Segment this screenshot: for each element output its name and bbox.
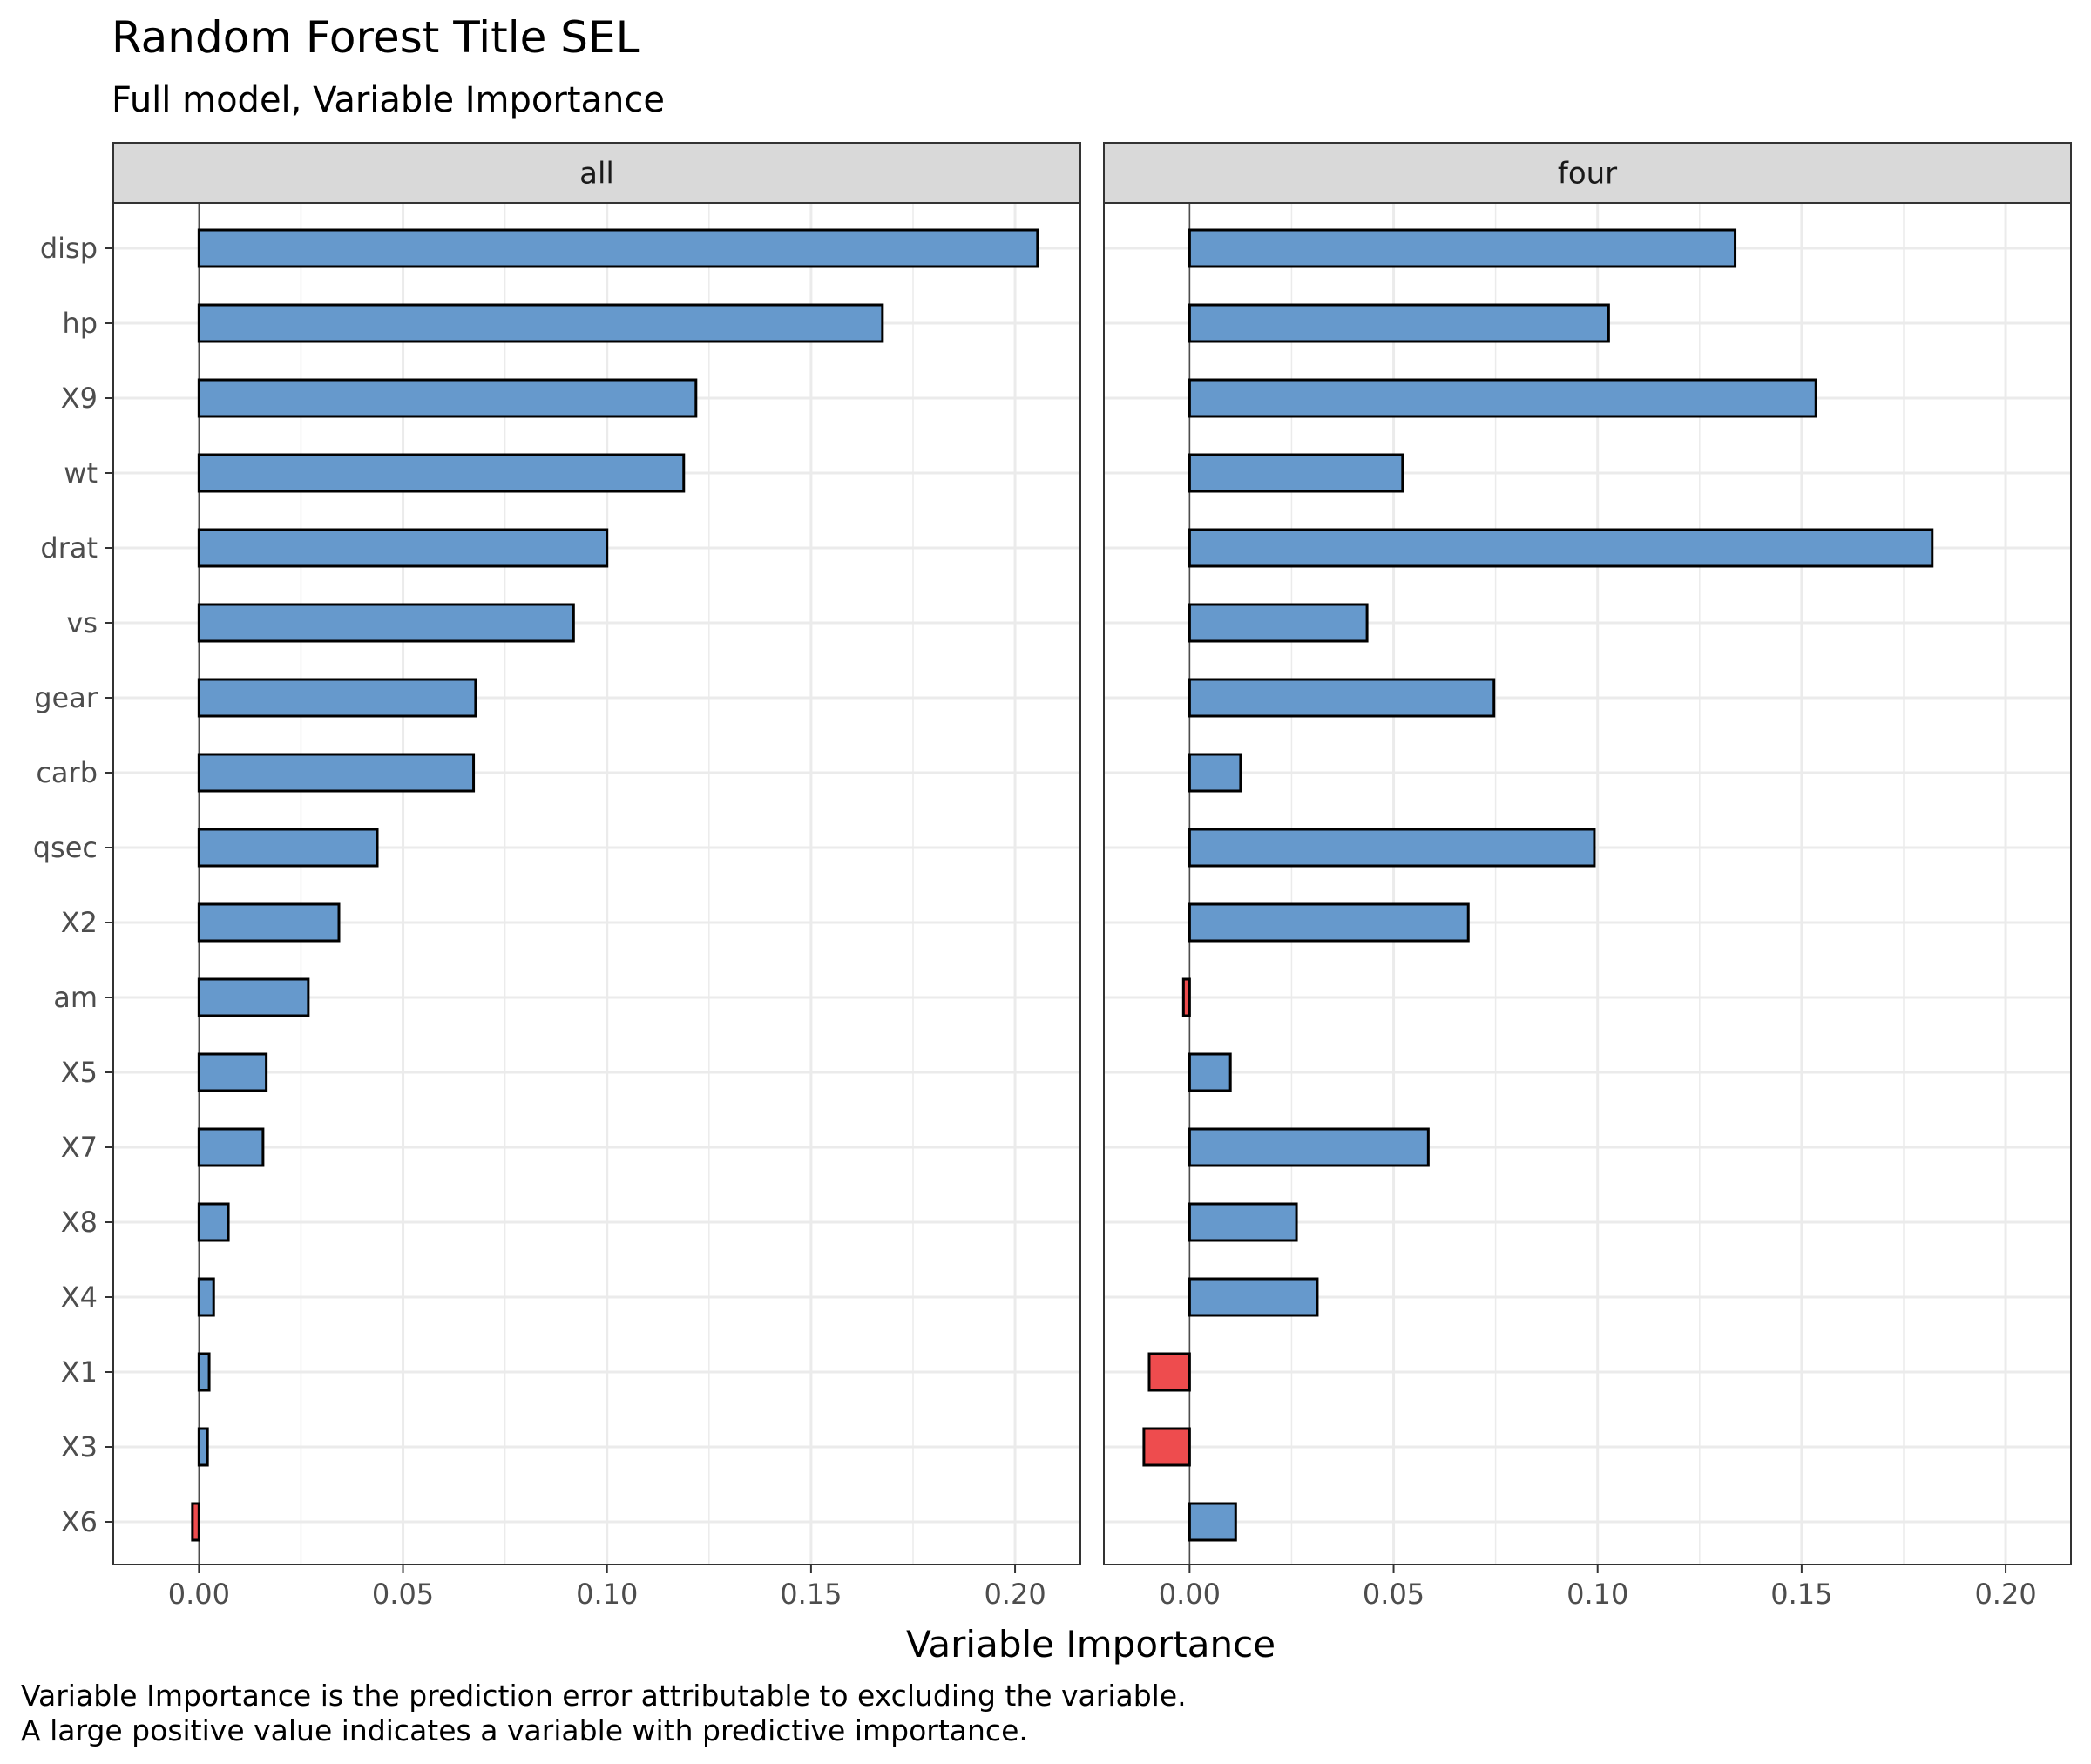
panel-background [113,203,1080,1565]
bar-all-x1 [197,1352,211,1392]
x-tick-label: 0.00 [1159,1578,1221,1611]
bar-four-x9 [1188,378,1817,418]
bar-four-drat [1188,528,1934,568]
y-tick-label-x8: X8 [61,1206,98,1239]
bar-all-qsec [197,828,379,868]
y-tick-label-x3: X3 [61,1430,98,1463]
bar-four-qsec [1188,828,1596,868]
bar-all-x4 [197,1277,215,1317]
chart-subtitle: Full model, Variable Importance [112,80,665,120]
bar-four-x3 [1142,1427,1191,1467]
x-tick-label: 0.15 [1770,1578,1832,1611]
y-tick-label-am: am [53,981,98,1014]
bar-four-x4 [1188,1277,1319,1317]
bar-all-carb [197,753,476,793]
bar-all-wt [197,453,686,493]
caption-line-2: A large positive value indicates a varia… [21,1713,1028,1747]
bar-four-x5 [1188,1052,1232,1092]
bar-all-x5 [197,1052,268,1092]
facet-strip [112,142,1081,204]
facet-panel-four: four 0.00 0.05 0.10 0.15 0.20 [1103,142,2072,1611]
x-tick-label: 0.20 [984,1578,1046,1611]
panels-layer: all 0.00 0.05 0.10 0.15 0.20 four 0.00 0.05 0.10 0… [112,142,2072,1611]
y-tick-label-disp: disp [40,232,98,265]
bar-all-gear [197,678,477,718]
bar-four-disp [1188,228,1737,268]
bar-four-x1 [1147,1352,1191,1392]
y-tick-label-x4: X4 [61,1281,98,1314]
x-tick-label: 0.05 [1363,1578,1424,1611]
y-tick-label-x5: X5 [61,1056,98,1089]
x-tick-label: 0.05 [372,1578,434,1611]
facet-panel-all: all 0.00 0.05 0.10 0.15 0.20 [112,142,1081,1611]
x-tick-label: 0.20 [1974,1578,2036,1611]
bar-four-wt [1188,453,1404,493]
y-tick-label-x6: X6 [61,1505,98,1538]
y-tick-label-drat: drat [40,531,98,564]
x-axis-title: Variable Importance [906,1623,1276,1666]
panel-background [1104,203,2071,1565]
y-tick-label-vs: vs [66,606,98,639]
bar-all-x9 [197,378,698,418]
y-tick-label-wt: wt [64,456,98,490]
bar-all-x8 [197,1202,230,1242]
facet-strip-label: all [579,157,614,192]
bar-four-gear [1188,678,1496,718]
bar-four-hp [1188,303,1610,343]
bar-all-x7 [197,1127,265,1167]
y-tick-label-x1: X1 [61,1355,98,1389]
caption-line-1: Variable Importance is the prediction er… [21,1679,1187,1713]
y-tick-label-x7: X7 [61,1131,98,1164]
bar-four-x8 [1188,1202,1298,1242]
y-tick-label-x9: X9 [61,382,98,415]
bar-all-hp [197,303,884,343]
y-tick-label-hp: hp [62,307,98,340]
bar-four-x6 [1188,1502,1237,1542]
facet-strip-label: four [1558,157,1617,192]
bar-all-x6 [191,1502,200,1542]
bar-all-x2 [197,902,341,943]
y-tick-label-gear: gear [34,681,98,714]
bar-all-drat [197,528,609,568]
bar-all-x3 [197,1427,209,1467]
y-axis-labels: disp hp X9 wt drat vs gear carb qsec X2 am X5 X7 X8 X4… [33,232,113,1538]
bar-four-am [1181,977,1191,1017]
x-tick-label: 0.00 [168,1578,230,1611]
x-tick-label: 0.10 [1567,1578,1628,1611]
bar-all-am [197,977,310,1017]
bar-all-disp [197,228,1039,268]
x-tick-label: 0.10 [576,1578,638,1611]
facet-strip [1103,142,2072,204]
y-tick-label-x2: X2 [61,906,98,939]
bar-four-x7 [1188,1127,1430,1167]
x-tick-label: 0.15 [780,1578,842,1611]
chart-title: Random Forest Title SEL [112,12,640,63]
y-tick-label-qsec: qsec [33,831,98,864]
bar-four-vs [1188,603,1369,643]
bar-all-vs [197,603,575,643]
bar-four-carb [1188,753,1242,793]
y-tick-label-carb: carb [36,756,98,789]
bar-four-x2 [1188,902,1470,943]
